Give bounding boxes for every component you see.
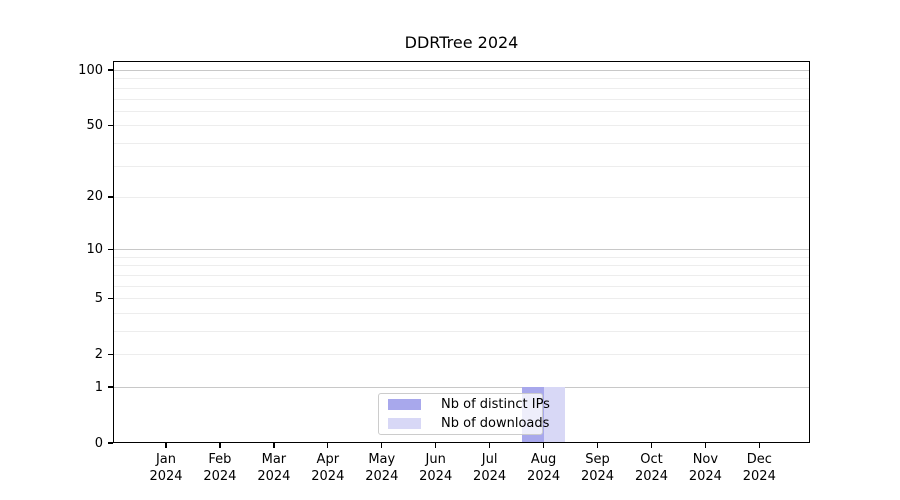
y-tick [108, 196, 113, 198]
x-tick-label: Apr 2024 [300, 452, 356, 485]
x-tick-label-line: 2024 [688, 468, 722, 484]
x-tick [650, 443, 653, 448]
x-tick-label-line: Aug [530, 452, 557, 467]
tick-gridline [113, 196, 810, 198]
minor-gridline [113, 312, 810, 314]
x-tick-label-line: 2024 [311, 468, 345, 484]
y-tick [108, 353, 113, 355]
x-tick-label-line: 2024 [580, 468, 615, 484]
y-tick-label: 10 [86, 241, 103, 257]
minor-gridline [113, 274, 810, 276]
x-tick-label: Nov 2024 [677, 452, 733, 485]
minor-gridline [113, 265, 810, 267]
x-tick-label: Feb 2024 [192, 452, 248, 485]
x-tick-label: Jun 2024 [408, 452, 464, 485]
x-tick [219, 443, 221, 448]
minor-gridline [113, 142, 810, 144]
x-tick [596, 443, 599, 448]
legend-item-distinct-ips: Nb of distinct IPs [388, 397, 550, 412]
x-tick-label-line: Nov [692, 452, 719, 467]
bar-aug-downloads [543, 387, 566, 443]
minor-gridline [113, 256, 810, 258]
minor-gridline [113, 165, 810, 167]
x-tick-label-line: 2024 [527, 468, 561, 484]
y-tick-label: 0 [94, 435, 103, 451]
tick-gridline [113, 354, 810, 356]
legend-swatch-downloads [388, 418, 421, 429]
plot-frame [113, 61, 810, 443]
y-tick [108, 124, 113, 126]
minor-gridline [113, 78, 810, 80]
y-tick-label: 20 [86, 189, 103, 205]
major-gridline [113, 70, 810, 71]
x-tick-label-line: 2024 [257, 468, 291, 484]
y-tick-label: 1 [94, 379, 103, 395]
x-tick [488, 443, 491, 448]
x-tick-label-line: 2024 [149, 468, 183, 484]
minor-gridline [113, 87, 810, 89]
plot-area: Nb of distinct IPs Nb of downloads 0 1 2 5 1… [78, 61, 810, 484]
x-tick-label-line: Feb [208, 452, 232, 467]
legend-label-downloads: Nb of downloads [441, 416, 550, 431]
x-tick-label-line: Mar [261, 452, 287, 467]
x-tick-label-line: 2024 [419, 468, 453, 484]
x-tick-label: Oct 2024 [624, 452, 680, 485]
y-tick-label: 2 [94, 346, 103, 362]
x-tick-label-line: Jul [481, 452, 498, 467]
x-tick-label-line: Jun [425, 452, 446, 467]
x-tick-label: Dec 2024 [731, 452, 787, 485]
legend-swatch-distinct-ips [388, 399, 421, 410]
legend: Nb of distinct IPs Nb of downloads [378, 393, 550, 435]
y-tick [108, 69, 113, 71]
y-tick-label: 100 [78, 62, 103, 78]
tick-gridline [113, 125, 810, 127]
x-tick [758, 443, 760, 448]
chart-title: DDRTree 2024 [404, 33, 519, 52]
major-gridline [113, 387, 810, 388]
x-tick [435, 443, 437, 448]
x-tick [381, 443, 383, 448]
y-tick [108, 442, 113, 444]
minor-gridline [113, 98, 810, 100]
minor-gridline [113, 331, 810, 332]
x-tick-label: Mar 2024 [246, 452, 302, 485]
x-tick-label-line: 2024 [742, 468, 776, 484]
x-tick-label-line: 2024 [203, 468, 237, 484]
x-tick-label: Sep 2024 [570, 452, 626, 485]
minor-gridline [113, 110, 810, 112]
x-tick-label-line: Apr [316, 452, 340, 467]
x-tick [273, 443, 275, 448]
x-tick-label-line: May [368, 452, 396, 467]
x-tick-label-line: 2024 [365, 468, 399, 484]
y-tick [108, 297, 113, 299]
x-tick-label-line: Jan [155, 452, 177, 467]
y-tick [108, 248, 113, 250]
x-tick-label: Aug 2024 [516, 452, 572, 485]
x-tick-label: Jan 2024 [138, 452, 194, 485]
x-tick-label: Jul 2024 [462, 452, 518, 485]
y-tick [108, 386, 113, 388]
x-tick [704, 443, 707, 448]
x-tick-label-line: 2024 [634, 468, 669, 484]
y-tick-label: 50 [86, 117, 103, 133]
legend-label-distinct-ips: Nb of distinct IPs [441, 397, 550, 412]
y-tick-label: 5 [94, 290, 103, 306]
x-tick-label-line: Oct [640, 452, 663, 467]
x-tick-label-line: Dec [746, 452, 772, 467]
x-tick [165, 443, 167, 448]
x-tick [542, 443, 545, 448]
x-tick-label-line: 2024 [473, 468, 507, 484]
minor-gridline [113, 285, 810, 287]
x-tick-label: May 2024 [354, 452, 410, 485]
x-tick-label-line: Sep [585, 452, 610, 467]
legend-item-downloads: Nb of downloads [388, 416, 549, 431]
major-gridline [113, 249, 810, 251]
tick-gridline [113, 298, 810, 300]
x-tick [327, 443, 329, 448]
